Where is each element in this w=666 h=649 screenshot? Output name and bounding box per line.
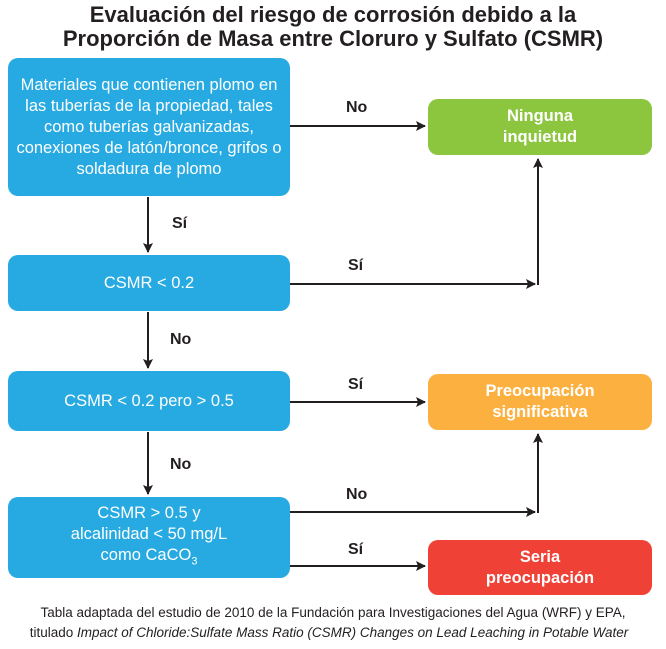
outcome-serious: Seria preocupación: [428, 540, 652, 595]
title-line-2: Proporción de Masa entre Cloruro y Sulfa…: [62, 26, 604, 51]
label-yes-3: Sí: [348, 376, 364, 393]
label-no-4: No: [346, 486, 368, 503]
label-no-3: No: [170, 456, 192, 473]
label-no-1: No: [346, 99, 368, 116]
csmr-alk-line-3: como CaCO3: [101, 545, 198, 572]
decision-csmr-lt-0.2: CSMR < 0.2: [8, 255, 290, 311]
label-no-2: No: [170, 331, 192, 348]
outcome-none: Ninguna inquietud: [428, 99, 652, 155]
label-yes-4: Sí: [348, 541, 364, 558]
caco-subscript: 3: [191, 555, 198, 568]
outcome-significant: Preocupación significativa: [428, 374, 652, 430]
decision-lead-materials: Materiales que contienen plomo en las tu…: [8, 58, 290, 196]
decision-csmr-alkalinity: CSMR > 0.5 y alcalinidad < 50 mg/L como …: [8, 497, 290, 578]
csmr-alk-line-2: alcalinidad < 50 mg/L: [70, 524, 228, 543]
caption-line-2: titulado Impact of Chloride:Sulfate Mass…: [0, 623, 662, 643]
label-yes-2: Sí: [348, 257, 364, 274]
csmr-alk-line-1: CSMR > 0.5 y: [97, 503, 201, 522]
label-yes-1: Sí: [172, 215, 188, 232]
title-line-1: Evaluación del riesgo de corrosión debid…: [89, 2, 577, 27]
decision-csmr-between: CSMR < 0.2 pero > 0.5: [8, 371, 290, 431]
caco-text: como CaCO: [100, 545, 192, 564]
caption-prefix: titulado: [29, 625, 77, 640]
caption-study-title: Impact of Chloride:Sulfate Mass Ratio (C…: [77, 625, 629, 640]
caption-line-1: Tabla adaptada del estudio de 2010 de la…: [40, 605, 626, 620]
